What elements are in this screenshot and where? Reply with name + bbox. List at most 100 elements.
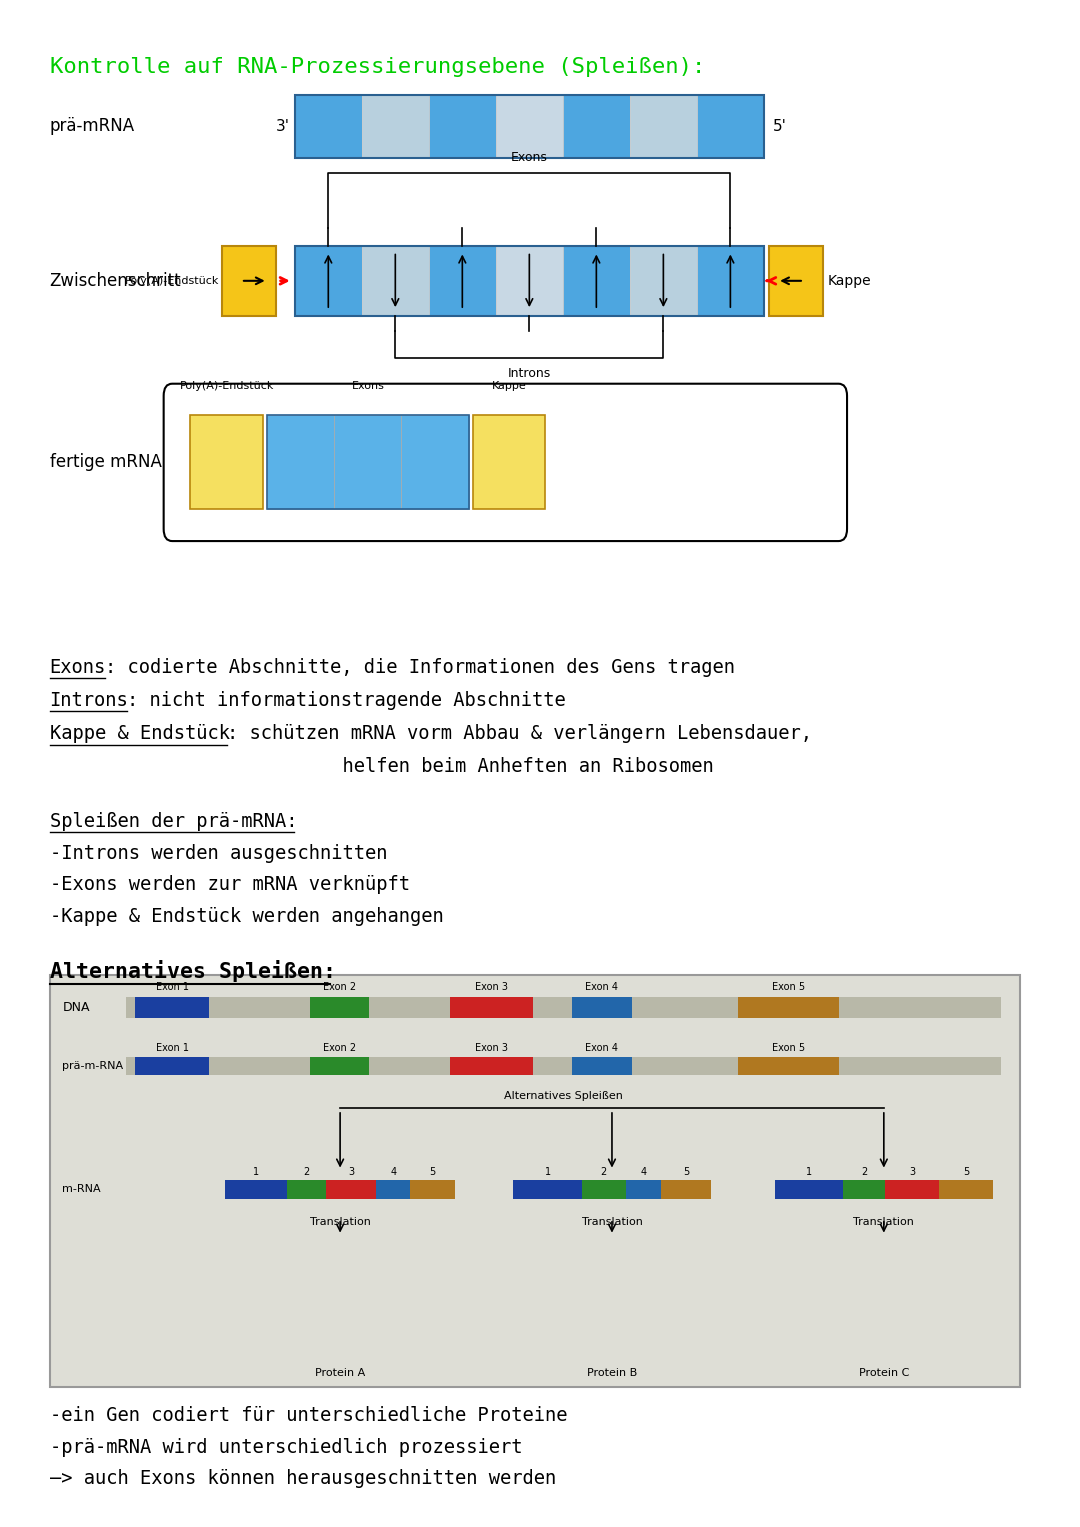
Text: Alternatives Spleißen: Alternatives Spleißen <box>504 1090 623 1101</box>
FancyBboxPatch shape <box>429 95 496 159</box>
FancyBboxPatch shape <box>630 246 697 316</box>
FancyBboxPatch shape <box>126 997 1000 1017</box>
Text: : nicht informationstragende Abschnitte: : nicht informationstragende Abschnitte <box>127 690 566 710</box>
FancyBboxPatch shape <box>295 246 362 316</box>
FancyBboxPatch shape <box>267 415 334 510</box>
FancyBboxPatch shape <box>661 1179 711 1199</box>
Text: 2: 2 <box>861 1167 867 1177</box>
FancyBboxPatch shape <box>572 1057 632 1075</box>
Text: 3: 3 <box>909 1167 916 1177</box>
Text: -Exons werden zur mRNA verknüpft: -Exons werden zur mRNA verknüpft <box>50 875 409 895</box>
FancyBboxPatch shape <box>135 997 210 1017</box>
Text: -ein Gen codiert für unterschiedliche Proteine: -ein Gen codiert für unterschiedliche Pr… <box>50 1406 567 1425</box>
Text: Exons: Exons <box>50 658 106 676</box>
Text: Alternatives Spleißen:: Alternatives Spleißen: <box>50 960 336 982</box>
FancyBboxPatch shape <box>135 1057 210 1075</box>
FancyBboxPatch shape <box>449 997 532 1017</box>
FancyBboxPatch shape <box>377 1179 410 1199</box>
Text: 1: 1 <box>253 1167 259 1177</box>
Text: Exon 5: Exon 5 <box>772 982 805 993</box>
FancyBboxPatch shape <box>496 246 563 316</box>
FancyBboxPatch shape <box>843 1179 886 1199</box>
Text: Exon 3: Exon 3 <box>475 1043 508 1052</box>
FancyBboxPatch shape <box>473 415 545 510</box>
FancyBboxPatch shape <box>940 1179 994 1199</box>
FancyBboxPatch shape <box>563 95 630 159</box>
FancyBboxPatch shape <box>697 95 764 159</box>
Text: : codierte Abschnitte, die Informationen des Gens tragen: : codierte Abschnitte, die Informationen… <box>105 658 735 676</box>
Text: Kappe: Kappe <box>828 273 872 287</box>
Text: —> auch Exons können herausgeschnitten werden: —> auch Exons können herausgeschnitten w… <box>50 1469 556 1489</box>
Text: Protein B: Protein B <box>586 1368 637 1377</box>
Text: 3: 3 <box>348 1167 354 1177</box>
FancyBboxPatch shape <box>449 1057 532 1075</box>
Text: Zwischenschritt: Zwischenschritt <box>50 272 181 290</box>
FancyBboxPatch shape <box>625 1179 661 1199</box>
Text: Exon 4: Exon 4 <box>585 1043 619 1052</box>
Text: Poly(A)-Endstück: Poly(A)-Endstück <box>179 382 273 391</box>
Text: Exon 4: Exon 4 <box>585 982 619 993</box>
Text: 2: 2 <box>303 1167 310 1177</box>
FancyBboxPatch shape <box>513 1179 582 1199</box>
Text: -Introns werden ausgeschnitten: -Introns werden ausgeschnitten <box>50 844 387 863</box>
Text: 5: 5 <box>963 1167 969 1177</box>
FancyBboxPatch shape <box>739 997 839 1017</box>
FancyBboxPatch shape <box>362 95 429 159</box>
Text: Exon 2: Exon 2 <box>323 982 356 993</box>
FancyBboxPatch shape <box>164 383 847 541</box>
Text: prä-mRNA: prä-mRNA <box>50 118 135 136</box>
Text: helfen beim Anheften an Ribosomen: helfen beim Anheften an Ribosomen <box>50 757 713 776</box>
FancyBboxPatch shape <box>630 95 697 159</box>
Text: : schützen mRNA vorm Abbau & verlängern Lebensdauer,: : schützen mRNA vorm Abbau & verlängern … <box>227 724 812 744</box>
Text: -prä-mRNA wird unterschiedlich prozessiert: -prä-mRNA wird unterschiedlich prozessie… <box>50 1437 522 1457</box>
Text: Exon 3: Exon 3 <box>475 982 508 993</box>
FancyBboxPatch shape <box>310 1057 369 1075</box>
Text: Spleißen der prä-mRNA:: Spleißen der prä-mRNA: <box>50 812 297 831</box>
Text: 4: 4 <box>390 1167 396 1177</box>
FancyBboxPatch shape <box>190 415 262 510</box>
Text: -Kappe & Endstück werden angehangen: -Kappe & Endstück werden angehangen <box>50 907 443 927</box>
FancyBboxPatch shape <box>572 997 632 1017</box>
Text: Translation: Translation <box>853 1217 915 1228</box>
FancyBboxPatch shape <box>410 1179 455 1199</box>
Text: DNA: DNA <box>63 1000 90 1014</box>
Text: Exon 5: Exon 5 <box>772 1043 805 1052</box>
Text: 3': 3' <box>275 119 289 134</box>
FancyBboxPatch shape <box>326 1179 377 1199</box>
Text: Kappe & Endstück: Kappe & Endstück <box>50 724 230 744</box>
Text: 2: 2 <box>600 1167 607 1177</box>
Text: Poly(A)-Endstück: Poly(A)-Endstück <box>124 276 219 286</box>
Text: Exons: Exons <box>511 151 548 165</box>
FancyBboxPatch shape <box>429 246 496 316</box>
Text: Introns: Introns <box>508 366 551 380</box>
Text: Translation: Translation <box>310 1217 370 1228</box>
FancyBboxPatch shape <box>287 1179 326 1199</box>
FancyBboxPatch shape <box>226 1179 287 1199</box>
Text: Kontrolle auf RNA-Prozessierungsebene (Spleißen):: Kontrolle auf RNA-Prozessierungsebene (S… <box>50 56 705 76</box>
Text: 5': 5' <box>772 119 786 134</box>
Text: Introns: Introns <box>50 690 129 710</box>
FancyBboxPatch shape <box>50 976 1020 1387</box>
Text: 4: 4 <box>640 1167 647 1177</box>
FancyBboxPatch shape <box>886 1179 940 1199</box>
FancyBboxPatch shape <box>402 415 469 510</box>
Text: Exon 1: Exon 1 <box>156 1043 189 1052</box>
FancyBboxPatch shape <box>295 95 362 159</box>
FancyBboxPatch shape <box>774 1179 843 1199</box>
Text: Protein A: Protein A <box>315 1368 365 1377</box>
Text: 1: 1 <box>806 1167 812 1177</box>
FancyBboxPatch shape <box>769 246 823 316</box>
Text: fertige mRNA: fertige mRNA <box>50 454 162 472</box>
Text: 5: 5 <box>429 1167 435 1177</box>
Text: m-RNA: m-RNA <box>63 1185 102 1194</box>
FancyBboxPatch shape <box>222 246 275 316</box>
Text: Exons: Exons <box>351 382 384 391</box>
FancyBboxPatch shape <box>362 246 429 316</box>
Text: 5: 5 <box>683 1167 689 1177</box>
FancyBboxPatch shape <box>582 1179 625 1199</box>
FancyBboxPatch shape <box>334 415 402 510</box>
FancyBboxPatch shape <box>126 1057 1000 1075</box>
Text: 1: 1 <box>544 1167 551 1177</box>
Text: Exon 1: Exon 1 <box>156 982 189 993</box>
FancyBboxPatch shape <box>739 1057 839 1075</box>
